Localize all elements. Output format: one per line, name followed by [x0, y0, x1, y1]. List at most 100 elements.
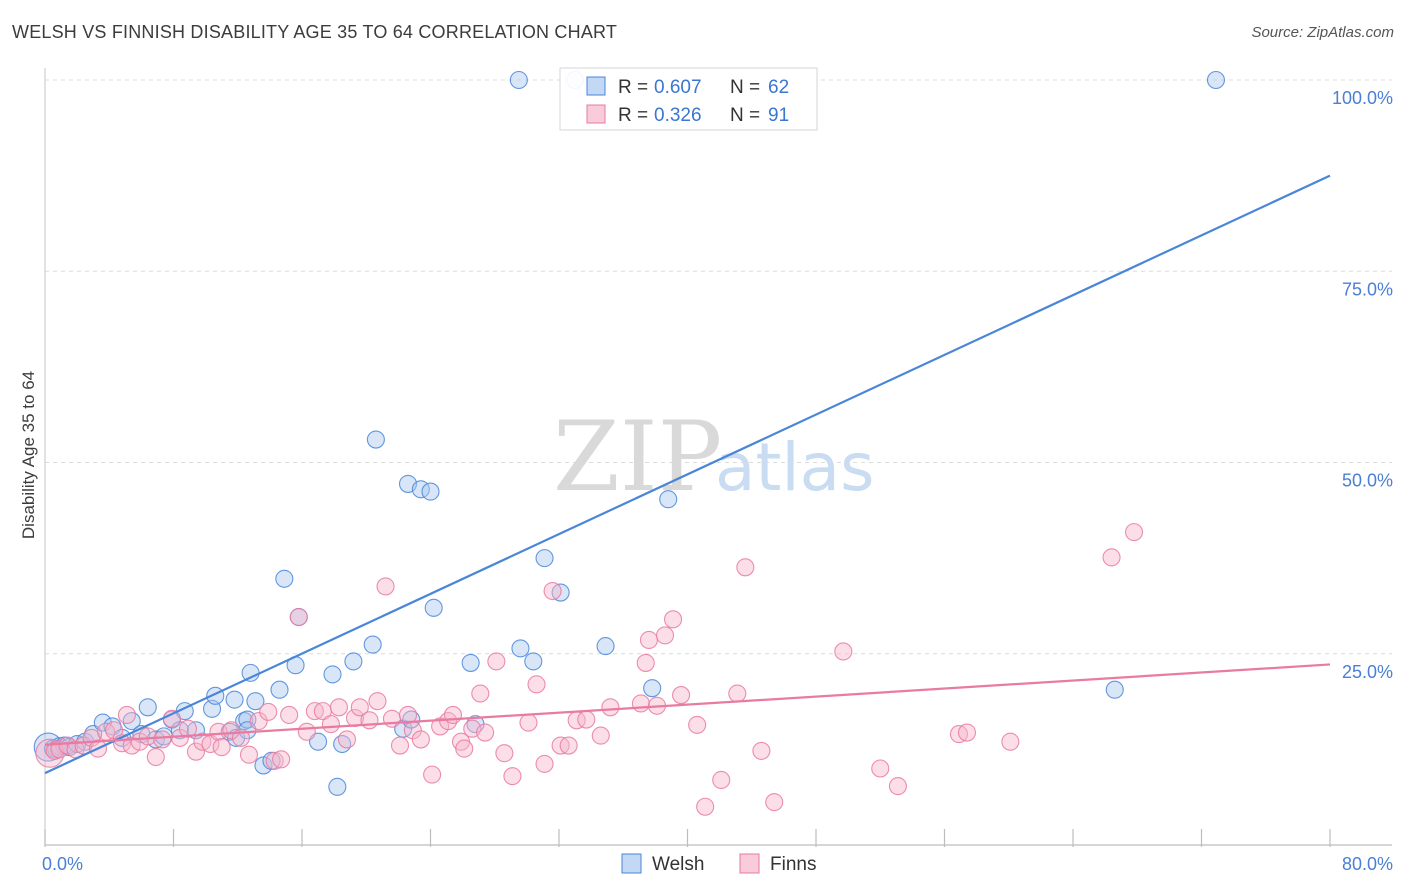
welsh-point	[241, 663, 260, 682]
finns-point	[834, 642, 853, 661]
welsh-point	[138, 698, 157, 717]
welsh-point	[238, 710, 257, 729]
finns-point	[736, 558, 755, 577]
welsh-point	[643, 679, 662, 698]
finns-point	[471, 684, 490, 703]
chart-source: Source: ZipAtlas.com	[1251, 24, 1394, 41]
finns-point	[360, 711, 379, 730]
stats-legend: R = 0.607 N = 62 R = 0.326 N = 91	[559, 67, 818, 131]
bottom-legend-swatch	[739, 853, 760, 874]
finns-point	[752, 741, 771, 760]
finns-point	[146, 747, 165, 767]
finns-point	[153, 730, 172, 749]
finns-point	[280, 705, 299, 725]
welsh-point	[270, 680, 289, 699]
finns-point	[239, 745, 259, 764]
watermark-atlas: atlas	[715, 429, 875, 506]
finns-point	[212, 738, 231, 757]
welsh-point	[225, 690, 244, 709]
finns-point	[289, 607, 308, 627]
finns-point	[601, 698, 620, 717]
finns-point	[272, 750, 291, 769]
bottom-legend: Welsh Finns	[621, 853, 816, 875]
finns-point	[639, 630, 659, 650]
finns-point	[249, 712, 268, 731]
welsh-point	[461, 653, 480, 672]
finns-point	[688, 715, 707, 734]
finns-point	[871, 759, 890, 778]
finns-point	[577, 710, 596, 729]
finns-point	[503, 767, 522, 786]
axes	[44, 68, 1392, 847]
welsh-point	[524, 652, 543, 671]
welsh-point	[1105, 680, 1124, 699]
welsh-point	[659, 490, 678, 509]
finns-point	[259, 702, 278, 721]
stats-legend-r-value: 0.607	[654, 77, 702, 98]
finns-point	[1001, 732, 1020, 751]
welsh-point	[366, 430, 385, 449]
finns-point	[297, 722, 316, 741]
welsh-point	[363, 635, 382, 654]
finns-trend-line	[44, 663, 1331, 746]
stats-legend-r-value: 0.326	[654, 105, 702, 126]
y-tick-label: 50.0%	[1342, 471, 1393, 491]
finns-point	[178, 719, 198, 738]
stats-legend-r-label: R =	[618, 105, 648, 126]
data-points	[33, 70, 1226, 816]
y-tick-label: 75.0%	[1342, 279, 1393, 299]
finns-point	[411, 730, 430, 749]
finns-point	[631, 694, 650, 713]
bottom-legend-label: Finns	[770, 854, 816, 875]
finns-point	[382, 709, 402, 728]
finns-point	[495, 744, 514, 763]
finns-point	[117, 705, 136, 725]
y-tick-label: 100.0%	[1332, 88, 1393, 108]
finns-point	[672, 686, 691, 705]
watermark-zip: ZIP	[553, 401, 722, 513]
welsh-point	[275, 569, 294, 588]
finns-point	[265, 751, 284, 770]
finns-point	[535, 754, 554, 773]
stats-legend-n-value: 91	[768, 105, 789, 126]
finns-point	[663, 610, 683, 629]
finns-point	[105, 721, 124, 740]
stats-legend-swatch	[586, 104, 606, 124]
grid-lines	[45, 79, 1392, 655]
finns-point	[329, 698, 348, 717]
finns-point	[527, 675, 546, 694]
x-tick-label: 80.0%	[1342, 854, 1393, 874]
stats-legend-n-label: N =	[730, 105, 760, 126]
finns-point	[443, 705, 463, 725]
bottom-legend-label: Welsh	[652, 854, 704, 875]
tick-labels: 25.0% 50.0% 75.0% 100.0% 0.0% 80.0%	[42, 88, 1393, 874]
stats-legend-swatch	[586, 76, 606, 96]
welsh-point	[328, 777, 347, 796]
finns-point	[186, 742, 206, 761]
welsh-point	[535, 549, 554, 568]
stats-legend-n-label: N =	[730, 77, 760, 98]
finns-point	[162, 709, 181, 728]
finns-point	[765, 793, 784, 812]
x-tick-label: 0.0%	[42, 854, 83, 874]
finns-point	[957, 723, 977, 742]
bottom-legend-swatch	[621, 853, 642, 874]
stats-legend-r-label: R =	[618, 77, 648, 98]
finns-point	[696, 797, 715, 816]
finns-point	[888, 777, 907, 796]
finns-point	[712, 770, 731, 790]
y-tick-label: 25.0%	[1342, 662, 1393, 682]
finns-point	[487, 652, 506, 671]
trend-lines	[44, 174, 1331, 775]
welsh-point	[122, 712, 141, 731]
finns-point	[455, 739, 474, 758]
welsh-point	[509, 70, 528, 90]
finns-point	[519, 713, 538, 732]
finns-point	[138, 727, 157, 746]
finns-point	[1102, 548, 1121, 567]
welsh-point	[596, 637, 615, 656]
welsh-point	[344, 652, 363, 671]
stats-legend-n-value: 62	[768, 77, 789, 98]
finns-point	[559, 736, 578, 755]
